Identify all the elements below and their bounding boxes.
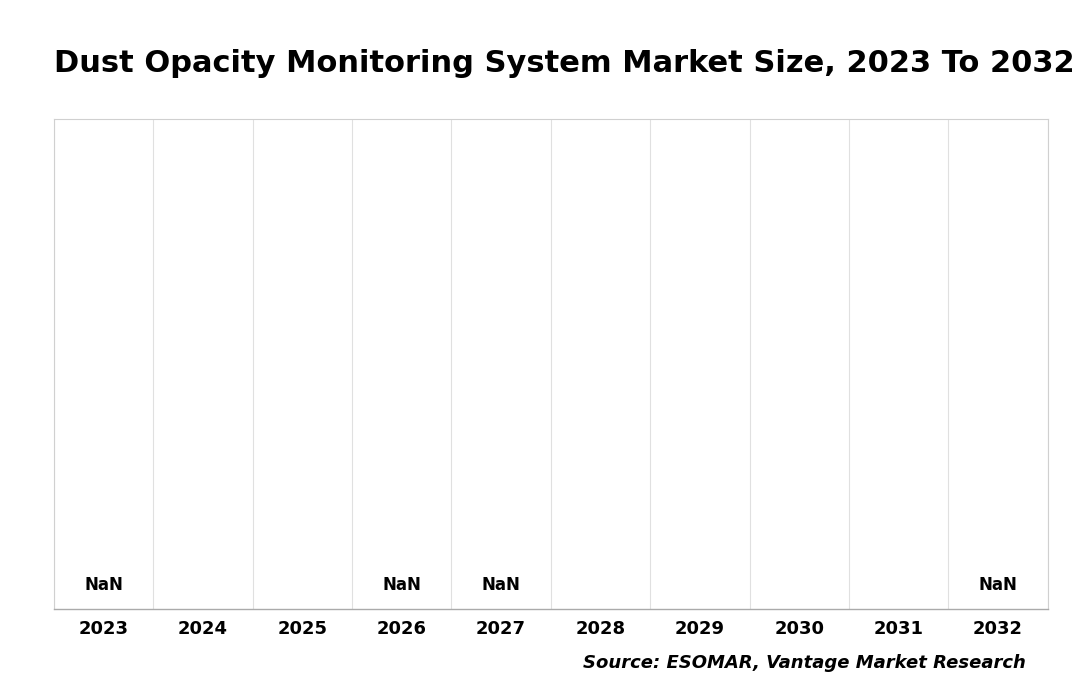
Text: NaN: NaN (382, 576, 421, 594)
Text: NaN: NaN (482, 576, 521, 594)
Text: Dust Opacity Monitoring System Market Size, 2023 To 2032 (USD Million): Dust Opacity Monitoring System Market Si… (54, 49, 1080, 78)
Text: NaN: NaN (978, 576, 1017, 594)
Text: NaN: NaN (84, 576, 123, 594)
Text: Source: ESOMAR, Vantage Market Research: Source: ESOMAR, Vantage Market Research (583, 654, 1026, 672)
